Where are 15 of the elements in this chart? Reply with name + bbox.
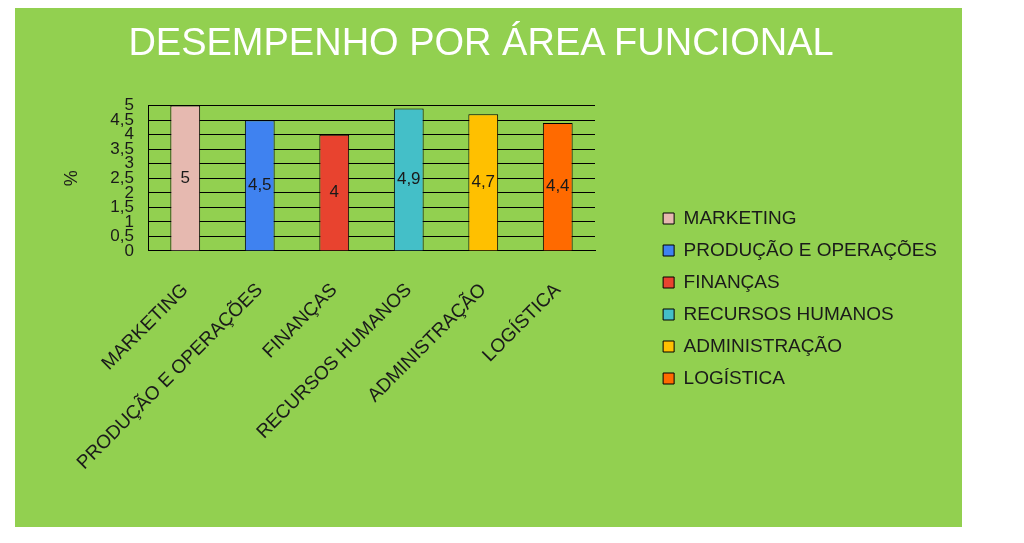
y-tick-label: 1,5 <box>110 197 134 217</box>
y-tick-label: 2,5 <box>110 167 134 187</box>
y-axis-title: % <box>60 170 81 187</box>
legend-label: MARKETING <box>683 206 797 228</box>
legend-label: PRODUÇÃO E OPERAÇÕES <box>683 238 938 260</box>
legend-label: LOGÍSTICA <box>683 366 786 388</box>
data-label: 4,4 <box>545 176 570 196</box>
chart-title: DESEMPENHO POR ÁREA FUNCIONAL <box>128 21 834 64</box>
data-label: 4,7 <box>471 172 496 192</box>
y-tick-label: 0 <box>124 240 134 260</box>
data-label: 4,9 <box>396 169 421 189</box>
y-tick-label: 4,5 <box>110 109 134 129</box>
data-label: 4,5 <box>247 175 272 195</box>
data-label: 4 <box>329 182 339 202</box>
data-label: 5 <box>180 167 190 187</box>
